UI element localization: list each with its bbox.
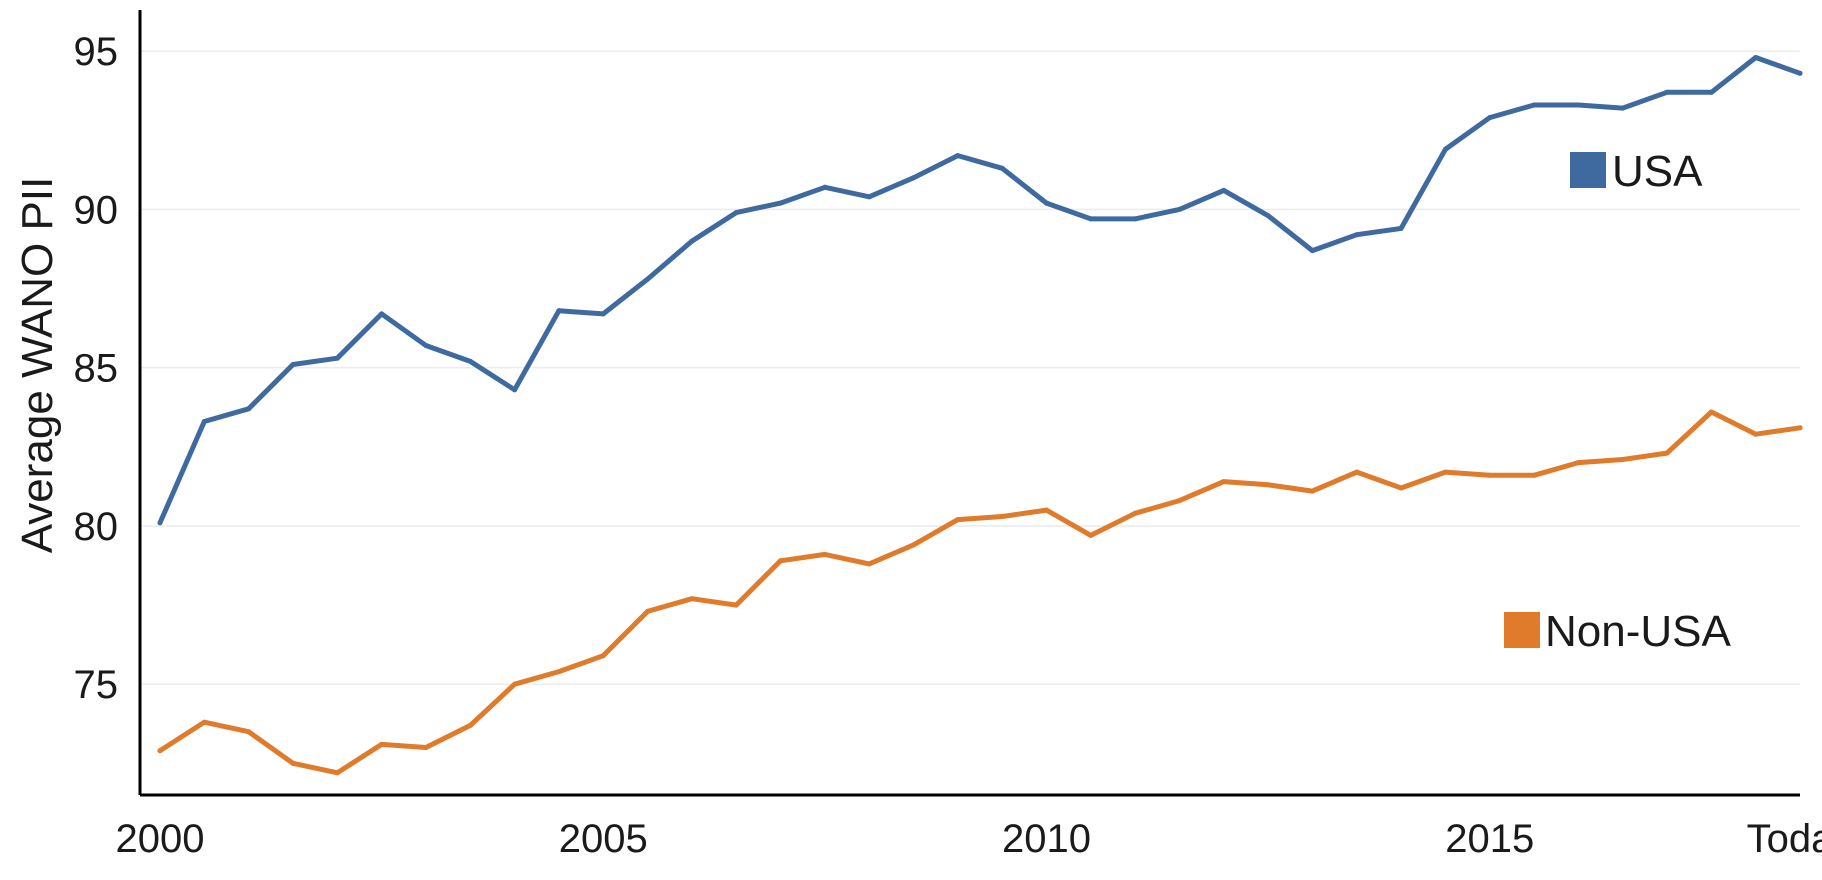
data-point-usa: [645, 276, 651, 282]
data-point-non-usa: [334, 770, 340, 776]
data-point-usa: [689, 238, 695, 244]
data-point-non-usa: [689, 596, 695, 602]
data-point-non-usa: [1309, 488, 1315, 494]
data-point-usa: [334, 355, 340, 361]
data-point-usa: [1620, 105, 1626, 111]
data-point-non-usa: [556, 669, 562, 675]
data-point-non-usa: [955, 517, 961, 523]
data-point-non-usa: [467, 722, 473, 728]
data-point-usa: [600, 311, 606, 317]
legend-swatch-non-usa: [1504, 612, 1540, 648]
data-point-usa: [778, 200, 783, 206]
data-point-usa: [1753, 55, 1759, 60]
data-point-non-usa: [1487, 472, 1493, 478]
data-point-usa: [1221, 187, 1227, 193]
data-point-non-usa: [1531, 472, 1537, 478]
data-point-usa: [467, 358, 473, 364]
data-point-usa: [866, 194, 872, 200]
data-point-usa: [1531, 102, 1537, 108]
y-tick-label: 75: [74, 663, 119, 707]
axes: [138, 10, 1800, 797]
data-point-non-usa: [822, 551, 828, 557]
data-point-usa: [1708, 89, 1714, 95]
x-tick-label: 2015: [1445, 817, 1534, 861]
data-point-non-usa: [1132, 510, 1138, 516]
data-point-usa: [822, 184, 828, 190]
y-tick-label: 80: [74, 505, 119, 549]
data-point-usa: [1088, 216, 1094, 222]
data-point-non-usa: [1088, 532, 1094, 538]
data-point-non-usa: [600, 653, 606, 659]
data-point-usa: [201, 419, 207, 424]
data-point-non-usa: [1753, 431, 1759, 437]
data-point-usa: [1664, 89, 1670, 95]
data-point-usa: [733, 210, 739, 216]
data-point-usa: [1575, 102, 1581, 108]
data-point-usa: [246, 406, 252, 412]
series-line-usa: [157, 55, 1803, 526]
legend-label-usa: USA: [1612, 147, 1703, 196]
data-point-usa: [290, 362, 296, 367]
data-point-non-usa: [1265, 482, 1271, 488]
data-point-non-usa: [201, 719, 207, 725]
data-point-non-usa: [512, 681, 518, 687]
data-point-non-usa: [1044, 507, 1049, 513]
legend-label-non-usa: Non-USA: [1545, 607, 1731, 656]
data-point-usa: [911, 175, 916, 181]
data-point-usa: [1044, 200, 1049, 206]
grid-lines: [140, 50, 1800, 685]
data-point-usa: [512, 387, 518, 393]
data-point-usa: [1132, 216, 1138, 222]
data-point-non-usa: [645, 608, 651, 614]
data-point-usa: [1177, 206, 1182, 212]
data-point-non-usa: [999, 514, 1005, 519]
y-tick-label: 85: [74, 347, 119, 391]
y-tick-label: 90: [74, 188, 119, 232]
data-point-non-usa: [1177, 498, 1182, 504]
data-point-non-usa: [1620, 457, 1626, 462]
data-point-usa: [999, 165, 1005, 171]
data-point-non-usa: [246, 729, 252, 735]
legend-swatch-usa: [1570, 152, 1606, 188]
data-point-usa: [1354, 232, 1360, 238]
data-point-usa: [1442, 146, 1448, 152]
series-line-non-usa: [157, 409, 1803, 776]
y-tick-label: 95: [74, 30, 119, 74]
data-point-non-usa: [423, 745, 429, 750]
data-point-non-usa: [1708, 409, 1714, 415]
data-point-non-usa: [1664, 450, 1670, 456]
data-point-non-usa: [157, 748, 163, 754]
data-point-non-usa: [1797, 425, 1803, 431]
data-point-usa: [955, 153, 961, 159]
y-axis-title: Average WANO PII: [13, 177, 62, 554]
data-point-non-usa: [290, 760, 296, 766]
data-point-usa: [1265, 213, 1271, 219]
data-point-non-usa: [1442, 469, 1448, 475]
data-point-usa: [1309, 248, 1315, 254]
tick-labels: 75 80 85 90 95 2000 2005 2010 2015 Today: [74, 30, 1822, 861]
data-point-non-usa: [1575, 460, 1581, 466]
data-point-non-usa: [733, 602, 739, 608]
data-point-usa: [423, 343, 429, 348]
data-point-non-usa: [778, 558, 783, 564]
data-point-usa: [1398, 225, 1404, 231]
legend: USA Non-USA: [1504, 147, 1731, 656]
data-point-usa: [157, 520, 163, 526]
data-point-non-usa: [1354, 469, 1360, 475]
data-point-non-usa: [866, 561, 872, 567]
x-tick-label: 2000: [116, 817, 205, 861]
data-point-usa: [379, 311, 385, 317]
data-point-non-usa: [1398, 485, 1404, 491]
data-point-usa: [1797, 70, 1803, 76]
data-point-usa: [556, 308, 562, 314]
data-point-usa: [1487, 115, 1493, 121]
x-tick-label: 2010: [1002, 817, 1091, 861]
data-point-non-usa: [911, 542, 916, 548]
x-tick-label: Today: [1747, 817, 1822, 861]
data-point-non-usa: [379, 741, 385, 747]
series-lines: [157, 55, 1803, 776]
data-point-non-usa: [1221, 479, 1227, 485]
x-tick-label: 2005: [559, 817, 648, 861]
